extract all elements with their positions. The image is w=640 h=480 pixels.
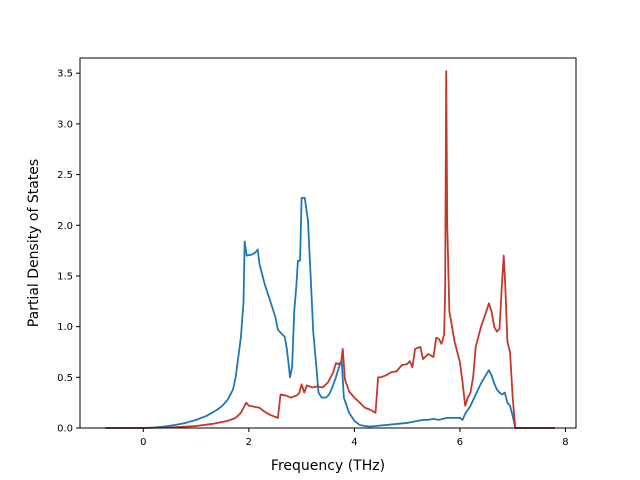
y-tick-label: 0.0 [57, 424, 73, 435]
x-axis-label: Frequency (THz) [271, 458, 385, 474]
x-tick-label: 6 [457, 437, 463, 448]
y-tick-label: 2.0 [57, 221, 73, 232]
y-axis: 0.0 0.5 1.0 1.5 2.0 2.5 3.0 3.5 [57, 69, 80, 435]
y-tick-label: 1.0 [57, 322, 73, 333]
y-tick-label: 3.0 [57, 119, 73, 130]
x-tick-label: 4 [351, 437, 357, 448]
y-tick-label: 1.5 [57, 271, 73, 282]
x-axis: 0 2 4 6 8 [140, 428, 569, 448]
series-layer [105, 70, 555, 429]
x-tick-label: 2 [246, 437, 252, 448]
x-tick-label: 8 [562, 437, 568, 448]
y-axis-label: Partial Density of States [26, 159, 42, 327]
series-line-1 [105, 196, 555, 429]
y-tick-label: 2.5 [57, 170, 73, 181]
series-line-2 [105, 70, 555, 429]
axes-frame [79, 57, 577, 429]
y-tick-label: 3.5 [57, 69, 73, 80]
y-tick-label: 0.5 [57, 373, 73, 384]
x-tick-label: 0 [140, 437, 146, 448]
